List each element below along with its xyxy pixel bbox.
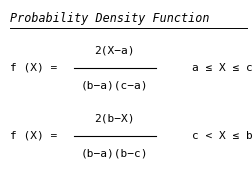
Text: (b−a)(b−c): (b−a)(b−c) <box>81 148 148 158</box>
Text: 2(X−a): 2(X−a) <box>94 45 135 55</box>
Text: f (X) =: f (X) = <box>10 131 57 141</box>
Text: Probability Density Function: Probability Density Function <box>10 12 210 25</box>
Text: f (X) =: f (X) = <box>10 63 57 73</box>
Text: a ≤ X ≤ c: a ≤ X ≤ c <box>192 63 252 73</box>
Text: (b−a)(c−a): (b−a)(c−a) <box>81 80 148 90</box>
Text: c < X ≤ b: c < X ≤ b <box>192 131 252 141</box>
Text: 2(b−X): 2(b−X) <box>94 113 135 123</box>
